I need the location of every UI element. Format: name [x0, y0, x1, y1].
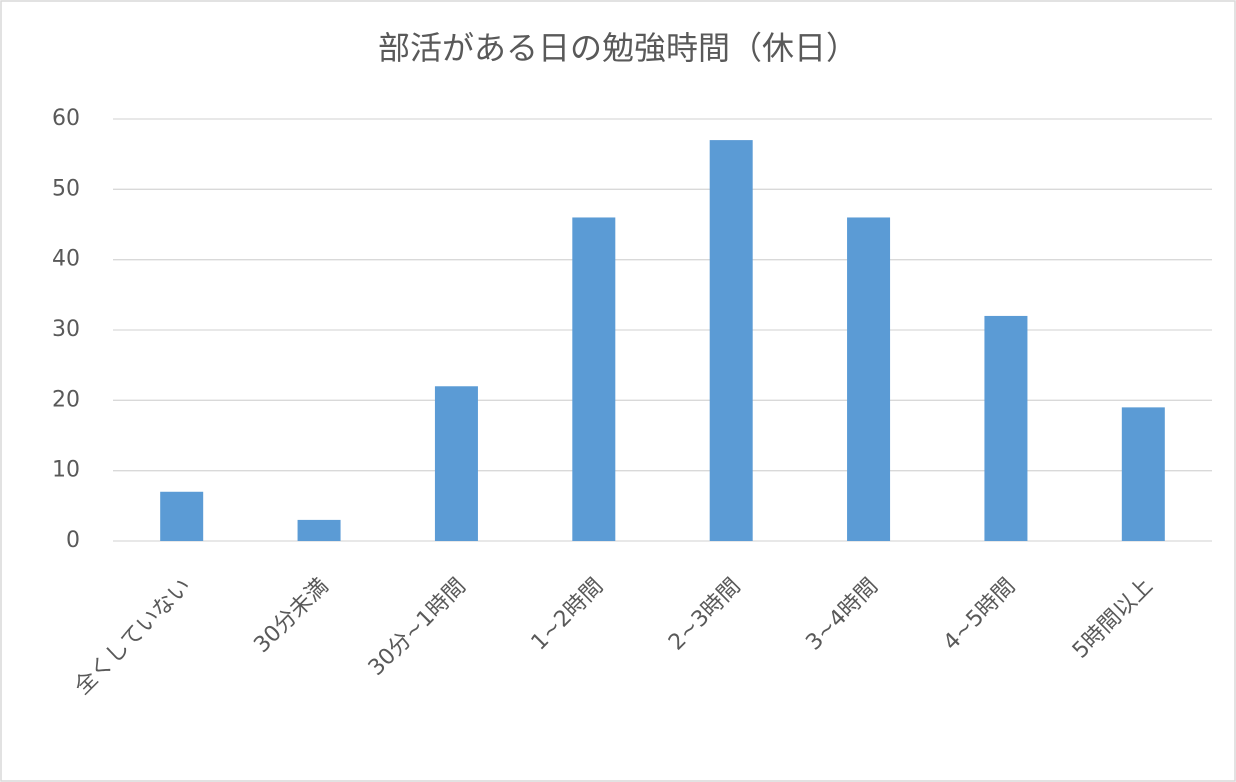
bar: [984, 315, 1028, 541]
y-tick-label: 30: [52, 317, 80, 342]
bar: [572, 217, 616, 541]
bar: [847, 217, 891, 541]
bar: [160, 491, 204, 541]
bar: [1121, 407, 1165, 541]
y-tick-label: 20: [52, 387, 80, 412]
bar: [297, 519, 341, 541]
chart-title: 部活がある日の勉強時間（休日）: [378, 29, 858, 67]
y-tick-label: 40: [52, 247, 80, 272]
bar: [709, 140, 753, 541]
bar: [434, 386, 478, 541]
y-tick-label: 60: [52, 106, 80, 131]
y-tick-label: 10: [52, 458, 80, 483]
y-tick-label: 50: [52, 176, 80, 201]
y-tick-label: 0: [66, 528, 80, 553]
